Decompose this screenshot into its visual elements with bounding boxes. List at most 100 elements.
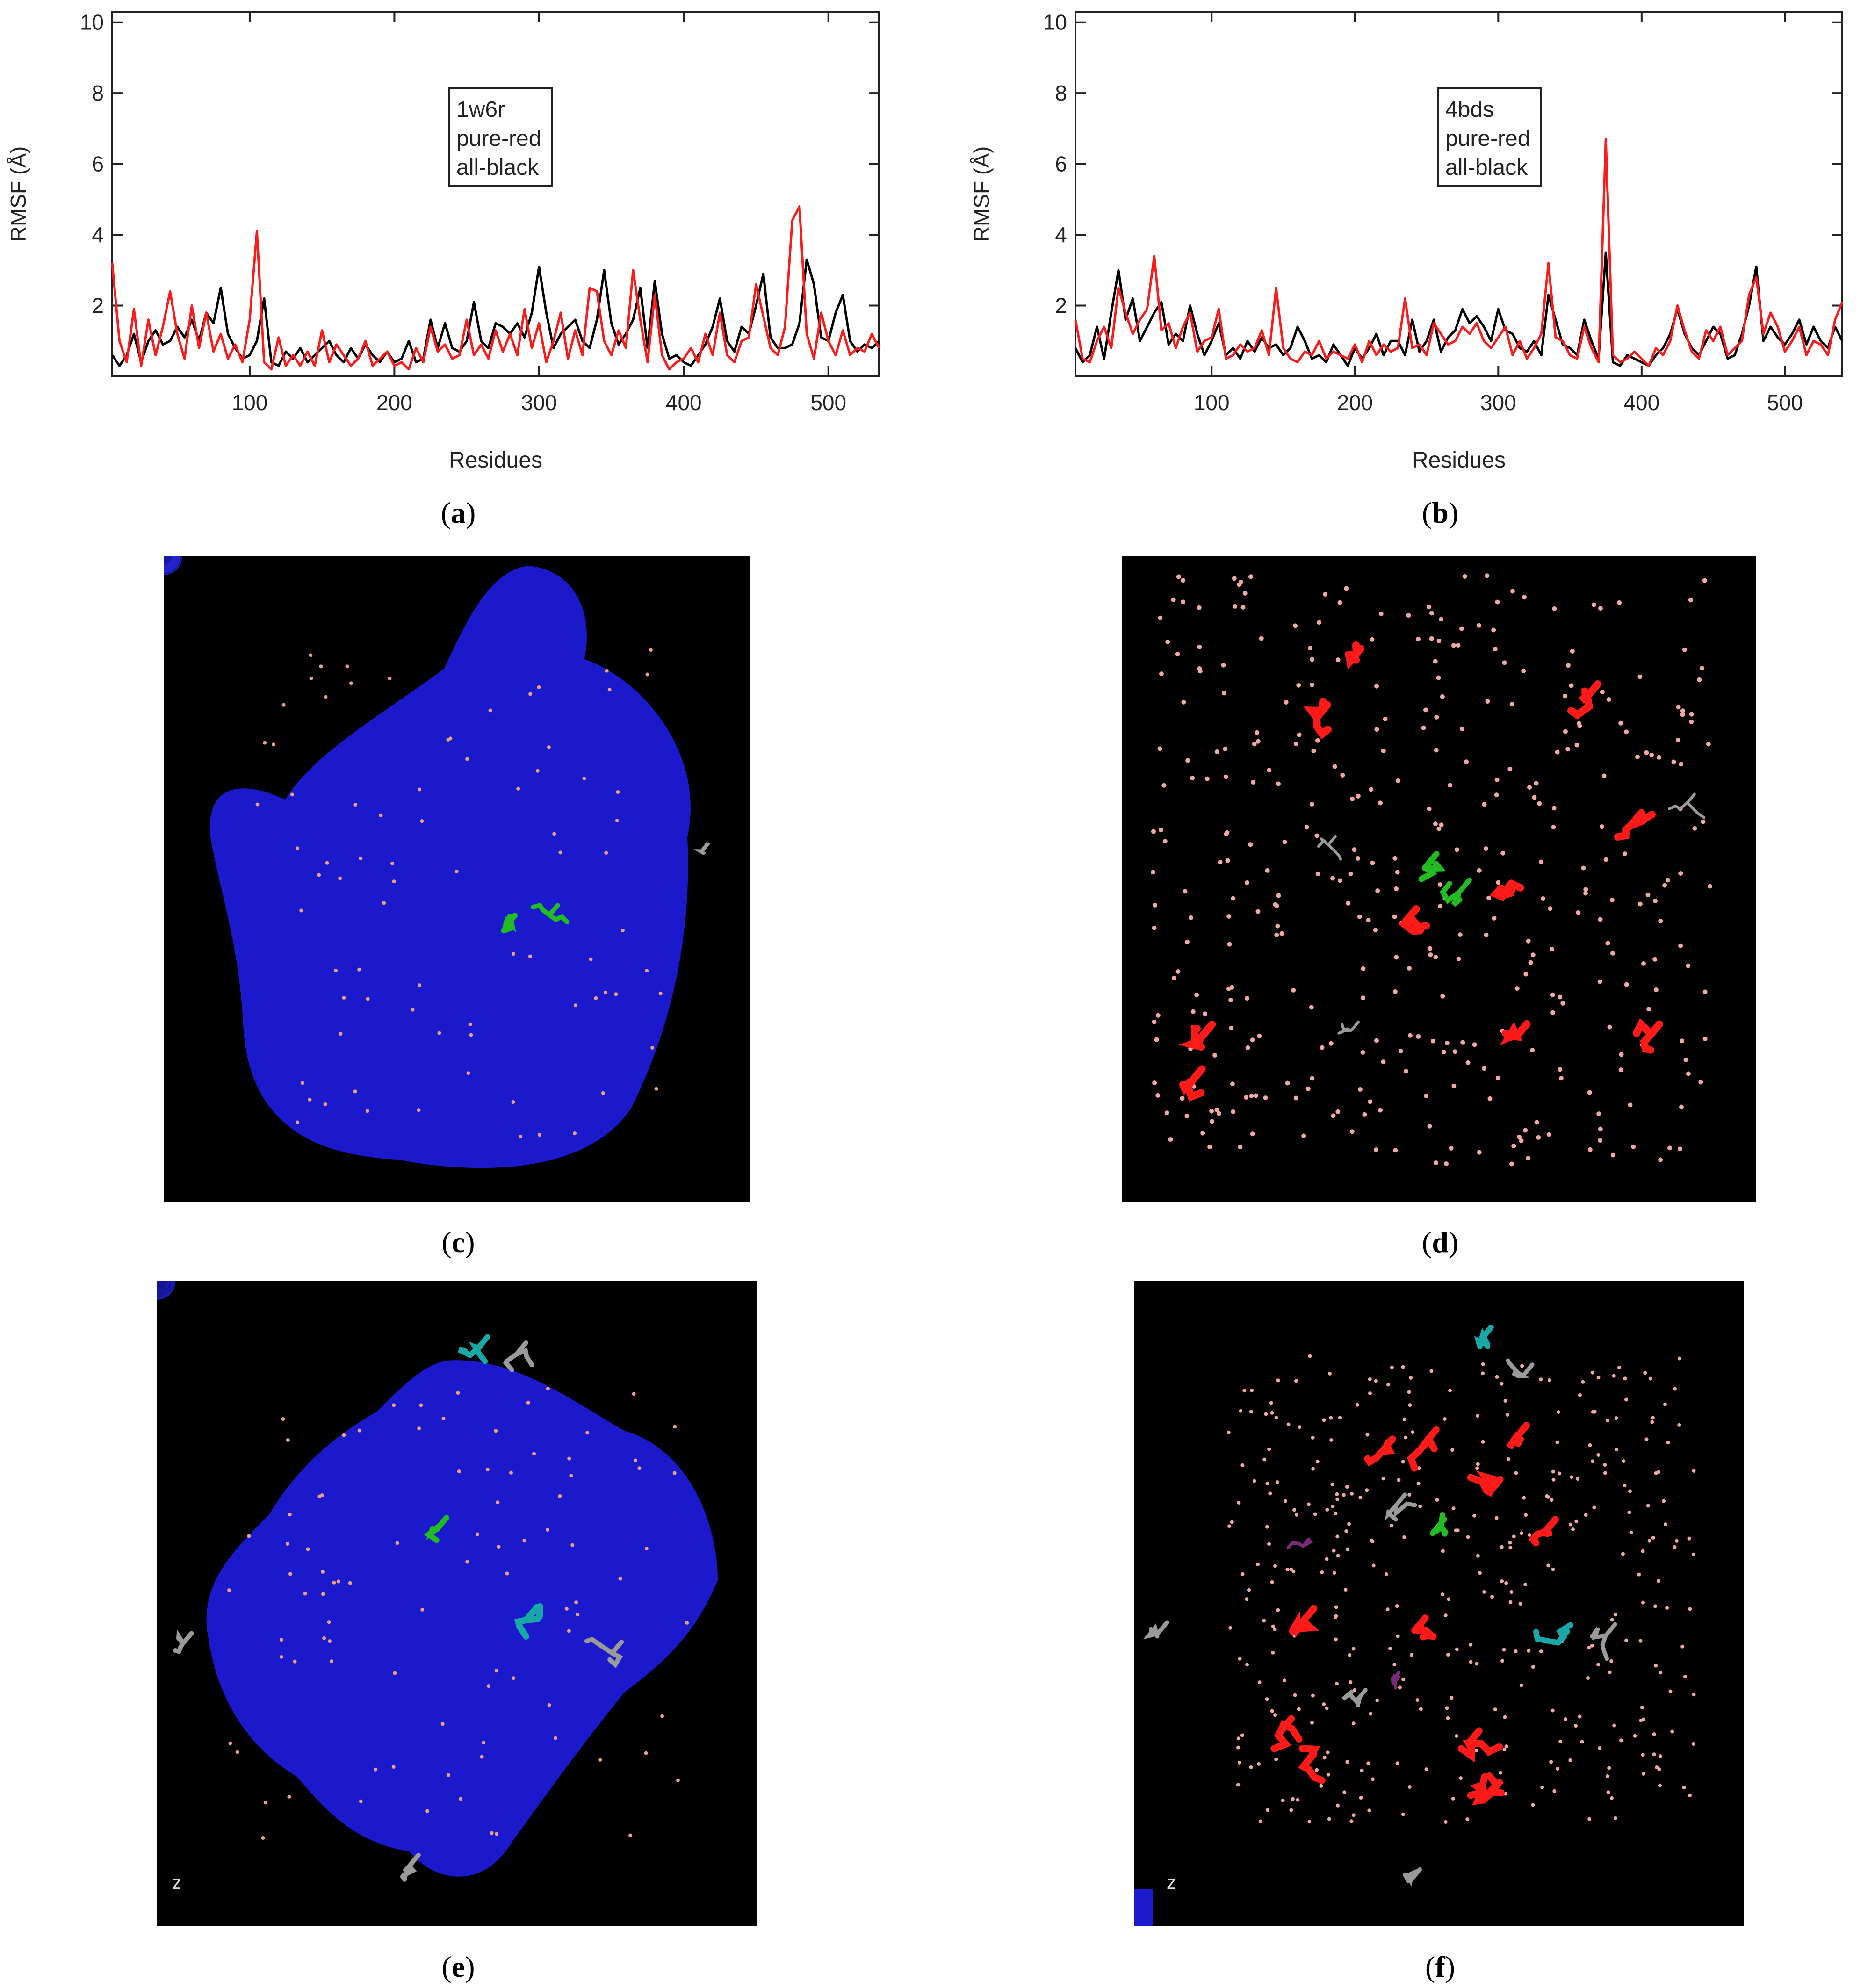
x-tick-label: 300 [521, 390, 557, 415]
y-tick-label: 8 [92, 81, 104, 105]
y-tick-label: 2 [92, 294, 104, 318]
legend-entry: all-black [456, 155, 539, 180]
x-tick-label: 200 [1337, 390, 1373, 415]
y-tick-label: 10 [1043, 10, 1067, 35]
y-tick-label: 4 [1055, 223, 1067, 247]
water-dots [227, 1387, 689, 1840]
sugar-sticks [1533, 1622, 1573, 1646]
ligand-sticks [1418, 850, 1446, 882]
surface-fragment [1134, 1889, 1153, 1926]
x-tick-label: 100 [1194, 390, 1230, 415]
residue-sticks [1286, 1537, 1314, 1549]
residue-sticks [1298, 1745, 1326, 1784]
chart-a: 100 200 300 400 500 2 4 6 8 10 Residues RMSF (Å) 1w6… [6, 10, 880, 473]
legend-box: 4bds pure-red all-black [1437, 87, 1542, 187]
residue-sticks [1399, 905, 1430, 935]
series-line-red [111, 205, 880, 371]
residue-sticks [1614, 809, 1656, 841]
residue-sticks [1590, 1622, 1617, 1661]
y-tick-label: 4 [92, 223, 104, 247]
residue-sticks [1567, 680, 1601, 720]
residue-sticks [1403, 1867, 1422, 1887]
residue-sticks [1391, 1671, 1401, 1690]
residue-sticks [503, 1340, 534, 1372]
residue-sticks [1317, 835, 1342, 861]
x-tick-label: 400 [666, 390, 702, 415]
water-dots [255, 648, 663, 1139]
x-tick-label: 100 [232, 390, 268, 415]
caption-b: (b) [1421, 496, 1459, 529]
x-axis-label: Residues [1412, 448, 1506, 473]
water-dots [1150, 573, 1712, 1167]
residue-sticks [1289, 1605, 1320, 1638]
y-tick-label: 6 [1055, 152, 1067, 176]
legend-entry: pure-red [1445, 126, 1530, 151]
caption-a: (a) [440, 496, 476, 529]
x-tick-label: 300 [1480, 390, 1516, 415]
x-tick-label: 400 [1623, 390, 1659, 415]
legend-box: 1w6r pure-red all-black [448, 87, 553, 187]
x-axis-label: Residues [449, 448, 542, 473]
residue-sticks [173, 1629, 194, 1655]
caption-e: (e) [441, 1950, 475, 1983]
caption-d: (d) [1421, 1225, 1459, 1259]
y-axis-label: RMSF (Å) [6, 146, 30, 242]
legend-entry: 1w6r [456, 97, 505, 122]
caption-f: (f) [1425, 1950, 1455, 1983]
residue-sticks [1499, 1020, 1531, 1046]
residue-sticks [1489, 879, 1524, 902]
x-tick-label: 500 [810, 390, 846, 415]
axis-z-label: z [1167, 1873, 1176, 1893]
x-tick-label: 500 [1767, 390, 1803, 415]
residue-sticks [1143, 1620, 1169, 1640]
residue-sticks [1506, 1422, 1530, 1450]
ligand-sticks [424, 1515, 449, 1543]
axis-z-label: z [172, 1873, 181, 1893]
ligand-sticks [1440, 877, 1472, 907]
series-line-black [1074, 251, 1844, 367]
ligand-sticks [501, 913, 518, 934]
residue-sticks [1337, 1020, 1360, 1035]
residue-sticks [1270, 1715, 1303, 1752]
residue-sticks [1303, 698, 1332, 740]
sugar-sticks [1474, 1324, 1494, 1350]
caption-c: (c) [441, 1225, 475, 1259]
residue-sticks [693, 841, 710, 855]
residue-sticks [1467, 1470, 1504, 1497]
residue-sticks [1341, 1688, 1368, 1707]
sugar-sticks [514, 1603, 544, 1640]
ligand-sticks [1429, 1512, 1449, 1537]
residue-sticks [1407, 1426, 1440, 1472]
y-tick-label: 10 [80, 10, 104, 35]
chart-b: 100 200 300 400 500 2 4 6 8 10 Residues RMSF (Å) 4bd… [969, 10, 1844, 473]
ligand-sticks [531, 902, 570, 924]
y-tick-label: 2 [1055, 294, 1067, 318]
residue-sticks [1633, 1018, 1663, 1054]
protein-surface [164, 556, 691, 1168]
render-e-protein-surface: z [157, 1281, 757, 1926]
residue-sticks [584, 1636, 624, 1669]
residue-sticks [1411, 1614, 1437, 1641]
residue-sticks [1179, 1020, 1216, 1051]
legend-entry: 4bds [1445, 97, 1494, 122]
y-tick-label: 8 [1055, 81, 1067, 105]
sugar-sticks [458, 1334, 490, 1364]
residue-sticks [1506, 1358, 1535, 1378]
plot-area [1075, 11, 1843, 377]
residue-sticks [1345, 641, 1365, 670]
render-f-residues: z [1134, 1281, 1744, 1926]
residue-sticks [1179, 1065, 1206, 1102]
protein-surface [157, 1281, 718, 1877]
residue-sticks [1457, 1727, 1503, 1763]
y-axis-label: RMSF (Å) [969, 146, 994, 242]
residue-sticks [1668, 792, 1706, 819]
y-tick-label: 6 [92, 152, 104, 176]
legend-entry: all-black [1445, 155, 1528, 180]
render-d-residues [1122, 556, 1756, 1202]
legend-entry: pure-red [456, 126, 541, 151]
residue-sticks [1364, 1435, 1396, 1467]
residue-sticks [1385, 1492, 1417, 1522]
render-c-protein-surface [164, 556, 750, 1202]
residue-sticks [1528, 1516, 1559, 1547]
series-line-red [1074, 138, 1844, 367]
